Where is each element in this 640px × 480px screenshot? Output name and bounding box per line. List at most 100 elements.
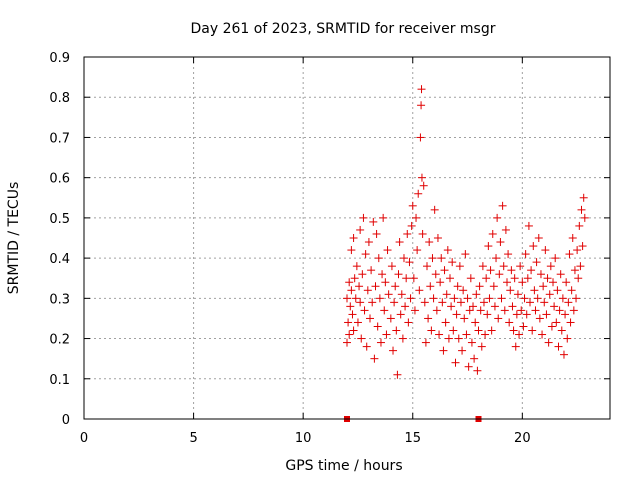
data-point: [361, 250, 370, 259]
data-point: [508, 302, 517, 311]
chart-title: Day 261 of 2023, SRMTID for receiver msg…: [191, 21, 496, 37]
data-point: [351, 294, 360, 303]
data-point: [360, 306, 369, 315]
data-point: [543, 274, 552, 283]
data-point: [389, 346, 398, 355]
data-point: [506, 286, 515, 295]
data-point: [505, 318, 514, 327]
data-point: [488, 229, 497, 238]
data-point: [528, 326, 537, 335]
data-point: [502, 278, 511, 287]
data-point: [479, 298, 488, 307]
gridlines: [84, 57, 610, 419]
data-point: [552, 318, 561, 327]
data-point: [484, 242, 493, 251]
data-point: [497, 294, 506, 303]
data-point: [511, 342, 520, 351]
data-point: [405, 258, 414, 267]
data-point: [533, 294, 542, 303]
data-point: [349, 234, 358, 242]
data-point: [368, 298, 377, 307]
data-point: [352, 262, 361, 271]
data-point: [461, 250, 470, 259]
data-point: [381, 278, 390, 287]
data-point: [391, 282, 400, 291]
data-point: [414, 189, 423, 198]
y-tick-label: 0.4: [49, 252, 70, 267]
data-point: [376, 338, 385, 347]
data-point: [386, 314, 395, 323]
data-point: [513, 290, 522, 299]
y-tick-label: 0.1: [49, 373, 70, 388]
data-point: [557, 326, 566, 335]
data-point: [547, 322, 556, 331]
data-point: [567, 286, 576, 295]
data-point: [402, 274, 411, 283]
data-point: [500, 306, 509, 315]
data-point: [403, 229, 412, 238]
data-point: [558, 294, 567, 303]
data-point: [412, 213, 421, 222]
data-point: [435, 330, 444, 339]
data-point: [577, 205, 586, 214]
data-point: [531, 306, 540, 315]
data-point: [425, 238, 434, 247]
data-point: [439, 346, 448, 355]
data-point: [555, 306, 564, 315]
data-point: [507, 266, 516, 275]
data-point: [406, 294, 415, 303]
data-point: [575, 221, 584, 230]
data-point: [520, 294, 529, 303]
data-point: [563, 334, 572, 343]
data-point: [477, 342, 486, 351]
x-tick-label: 10: [295, 431, 312, 446]
data-point: [532, 258, 541, 267]
data-point: [463, 294, 472, 303]
data-point: [358, 270, 367, 279]
data-point: [357, 334, 366, 343]
data-point: [364, 238, 373, 247]
data-point: [437, 254, 446, 263]
data-point: [413, 246, 422, 255]
data-point: [378, 270, 387, 279]
data-point: [422, 262, 431, 271]
data-point: [538, 330, 547, 339]
data-point: [417, 173, 426, 182]
data-point: [539, 282, 548, 291]
data-point: [440, 266, 449, 275]
data-point: [512, 310, 521, 319]
data-point: [494, 314, 503, 323]
data-point: [509, 326, 518, 335]
data-point: [573, 246, 582, 255]
x-axis-label: GPS time / hours: [285, 458, 402, 474]
y-tick-label: 0.8: [49, 91, 70, 106]
data-point: [523, 274, 532, 283]
data-point: [464, 362, 473, 371]
data-point: [527, 266, 536, 275]
data-point: [345, 278, 354, 287]
data-point: [432, 306, 441, 315]
data-point: [550, 302, 559, 311]
data-point: [417, 101, 426, 110]
data-point: [409, 274, 418, 283]
x-tick-label: 15: [404, 431, 421, 446]
data-point: [515, 330, 524, 339]
data-point: [363, 286, 372, 295]
data-point: [471, 318, 480, 327]
data-point: [453, 282, 462, 291]
y-axis-label: SRMTID / TECUs: [6, 182, 22, 295]
data-point: [410, 306, 419, 315]
data-point: [569, 306, 578, 315]
data-point: [448, 258, 457, 267]
data-point: [535, 314, 544, 323]
data-point: [522, 310, 531, 319]
data-point: [566, 318, 575, 327]
data-point: [407, 221, 416, 230]
data-point: [384, 290, 393, 299]
data-point: [496, 238, 505, 247]
y-tick-label: 0.2: [49, 333, 70, 348]
data-point: [373, 322, 382, 331]
data-point: [397, 290, 406, 299]
data-point: [475, 282, 484, 291]
